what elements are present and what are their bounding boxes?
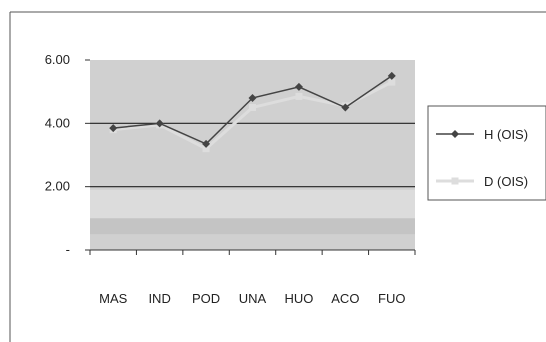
data-point-square — [295, 92, 303, 100]
y-tick-label: 2.00 — [45, 179, 70, 194]
x-tick-label: HUO — [284, 291, 313, 306]
data-point-diamond — [341, 103, 350, 112]
x-axis: MAS IND POD UNA HUO ACO FUO — [89, 249, 416, 306]
data-point-square — [249, 104, 256, 111]
gridlines — [90, 122, 415, 188]
x-tick-label: POD — [192, 291, 220, 306]
x-tick-label: FUO — [378, 291, 405, 306]
legend-marker-square — [451, 177, 459, 185]
x-tick-label: ACO — [331, 291, 359, 306]
series-layer — [109, 71, 396, 153]
legend: H (OIS) D (OIS) — [427, 105, 546, 201]
legend-items: H (OIS) D (OIS) — [436, 127, 528, 189]
data-point-diamond — [387, 71, 396, 80]
data-point-diamond — [202, 139, 211, 148]
x-tick-label: IND — [148, 291, 170, 306]
data-point-diamond — [109, 124, 118, 133]
legend-label: H (OIS) — [484, 127, 528, 142]
data-point-diamond — [294, 82, 303, 91]
data-point-diamond — [248, 94, 257, 102]
data-point-diamond — [155, 119, 164, 128]
y-tick-label: 6.00 — [45, 52, 70, 67]
y-tick-label: - — [66, 242, 70, 257]
legend-label: D (OIS) — [484, 174, 528, 189]
x-tick-label: MAS — [99, 291, 128, 306]
plot-band-light — [90, 189, 415, 219]
plot-texture-bands — [90, 189, 415, 235]
y-axis: 6.00 4.00 2.00 - — [45, 52, 90, 257]
y-tick-label: 4.00 — [45, 115, 70, 130]
plot-band-dark — [90, 218, 415, 235]
data-point-square — [202, 145, 210, 153]
legend-marker-diamond — [451, 130, 459, 138]
x-tick-label: UNA — [239, 291, 267, 306]
legend-box — [427, 105, 546, 201]
data-point-square — [388, 78, 396, 86]
